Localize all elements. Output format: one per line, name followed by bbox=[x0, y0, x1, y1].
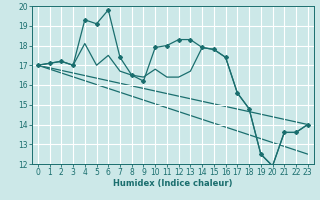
X-axis label: Humidex (Indice chaleur): Humidex (Indice chaleur) bbox=[113, 179, 233, 188]
